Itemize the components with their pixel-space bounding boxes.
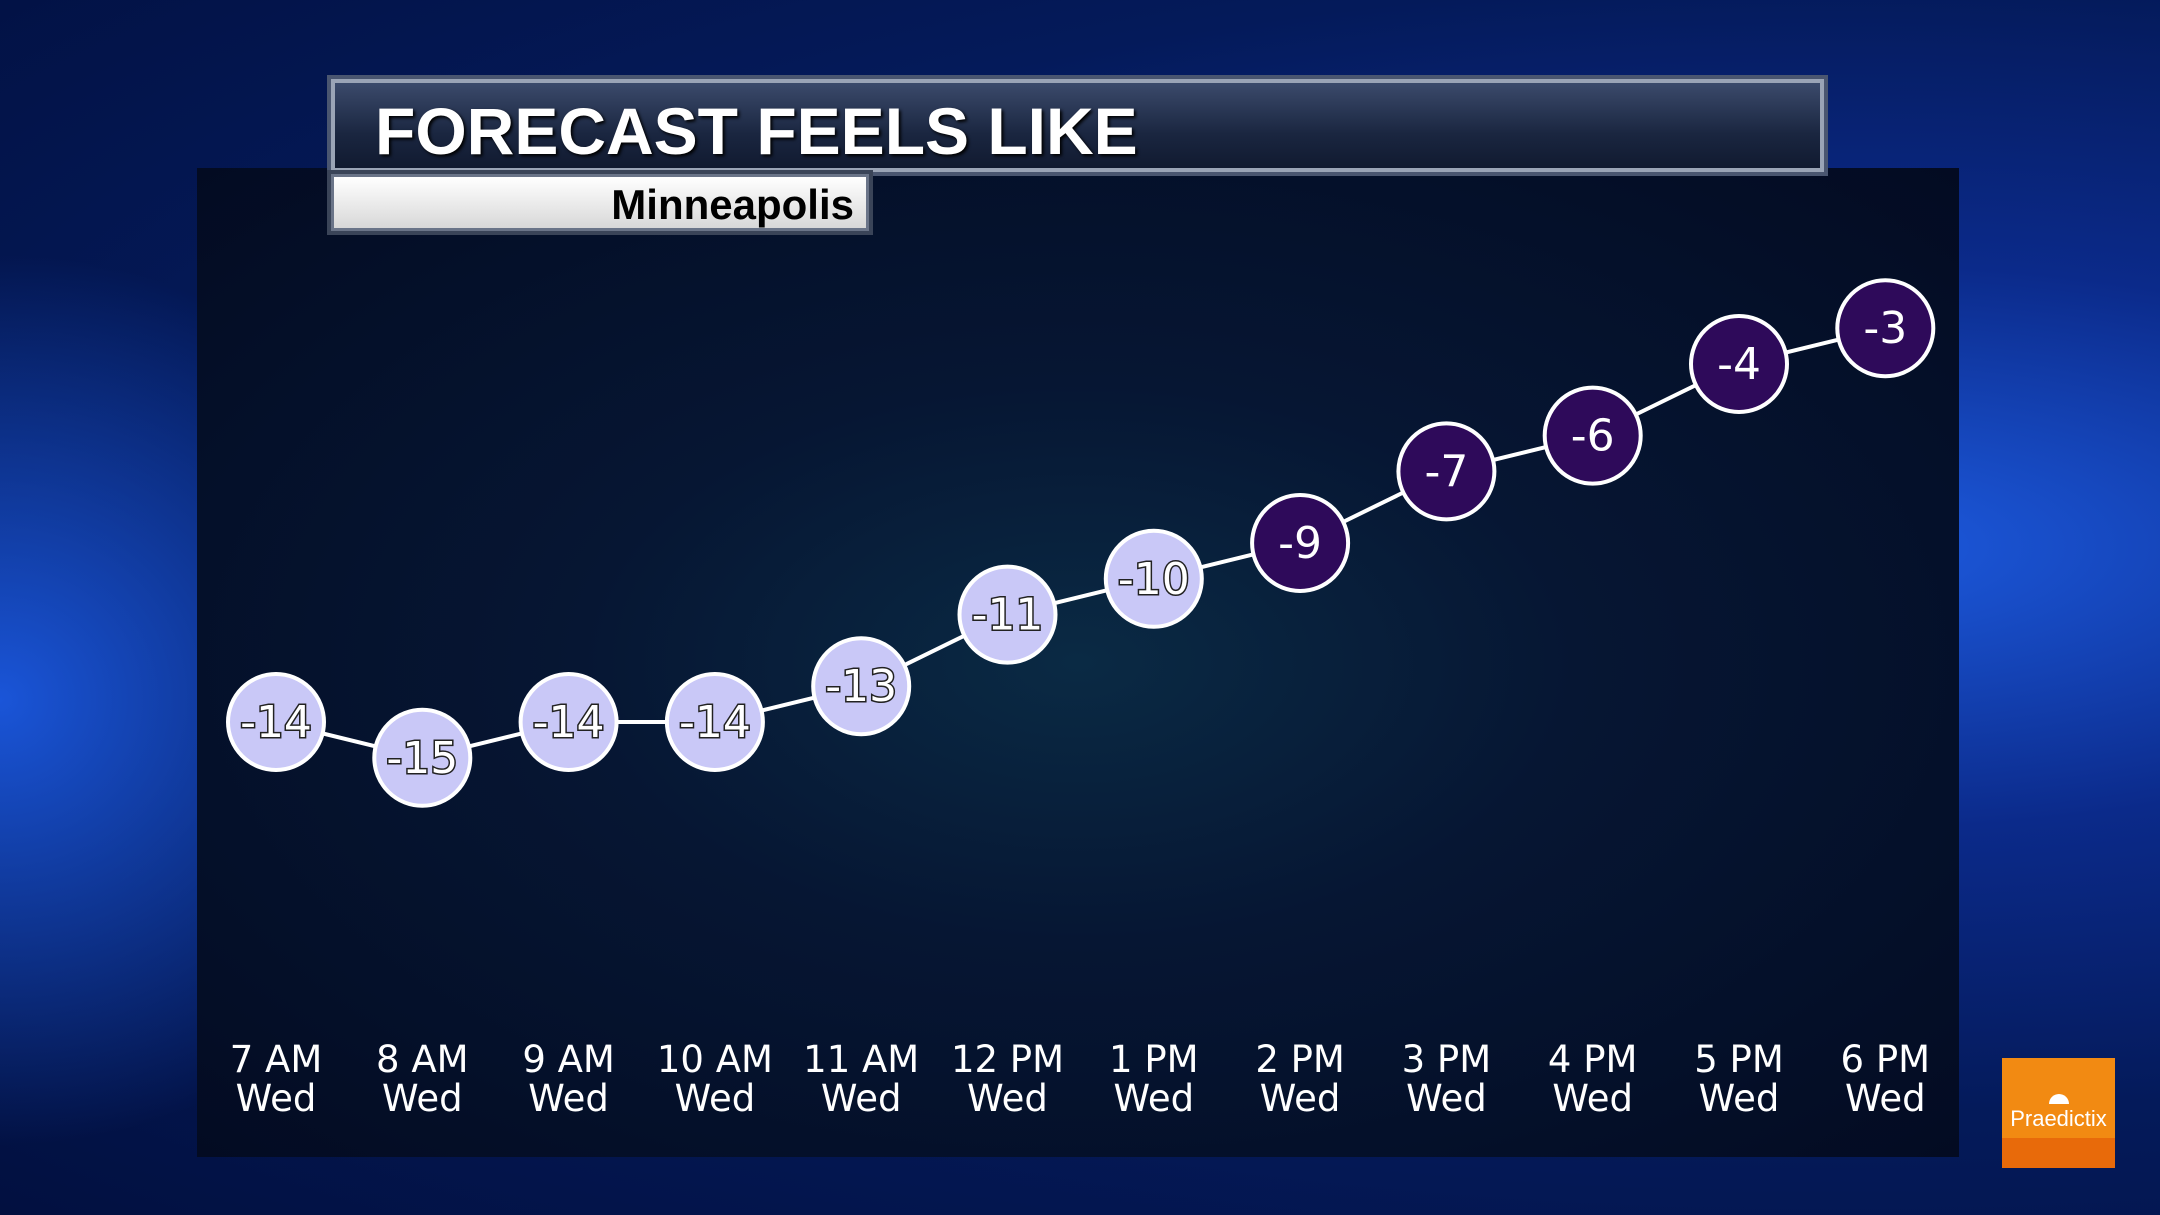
- x-tick-label: 12 PM: [951, 1038, 1064, 1081]
- data-point: -14: [518, 672, 619, 772]
- x-tick-label: 4 PM: [1548, 1038, 1638, 1081]
- data-point: -7: [1396, 421, 1497, 522]
- x-tick-label: 7 AM: [230, 1038, 323, 1081]
- data-label: -15: [386, 733, 458, 784]
- x-tick-label: Wed: [1260, 1077, 1341, 1120]
- x-tick-label: 1 PM: [1109, 1038, 1199, 1081]
- x-tick-label: Wed: [821, 1077, 902, 1120]
- point-marker: [1542, 385, 1643, 486]
- data-label: -11: [972, 590, 1044, 641]
- x-tick-label: Wed: [1699, 1077, 1780, 1120]
- data-point: -6: [1542, 385, 1643, 486]
- x-tick-label: 8 AM: [376, 1038, 469, 1081]
- data-label: -6: [1571, 411, 1615, 462]
- x-tick-label: Wed: [1406, 1077, 1487, 1120]
- praedictix-logo: Praedictix: [2002, 1058, 2115, 1168]
- data-label: -4: [1717, 339, 1761, 390]
- point-marker: [518, 672, 619, 772]
- data-label: -9: [1278, 518, 1322, 569]
- location-label: Minneapolis: [611, 181, 854, 228]
- data-point: -13: [811, 636, 912, 737]
- point-marker: [1396, 421, 1497, 522]
- data-label: -14: [533, 697, 605, 748]
- data-point: -15: [372, 707, 473, 808]
- x-tick-label: Wed: [1845, 1077, 1926, 1120]
- chart-panel: [197, 168, 1959, 1157]
- x-tick-label: Wed: [1113, 1077, 1194, 1120]
- x-tick-label: 10 AM: [657, 1038, 773, 1081]
- x-tick-label: Wed: [1552, 1077, 1633, 1120]
- point-marker: [1689, 314, 1789, 414]
- point-marker: [664, 672, 765, 772]
- data-point: -10: [1103, 528, 1204, 629]
- data-point: -9: [1250, 493, 1351, 593]
- data-label: -13: [825, 661, 897, 712]
- data-point: -11: [957, 564, 1058, 665]
- x-tick-label: 9 AM: [522, 1038, 615, 1081]
- x-tick-label: 11 AM: [803, 1038, 919, 1081]
- title-bar: FORECAST FEELS LIKE: [331, 79, 1824, 172]
- point-marker: [226, 672, 326, 772]
- data-label: -14: [240, 697, 312, 748]
- point-marker: [957, 564, 1058, 665]
- data-point: -3: [1835, 278, 1936, 379]
- umbrella-icon: [2049, 1094, 2069, 1104]
- subtitle-bar: Minneapolis: [331, 174, 869, 231]
- data-label: -10: [1118, 554, 1190, 605]
- x-tick-label: Wed: [675, 1077, 756, 1120]
- data-label: -7: [1424, 446, 1468, 497]
- x-tick-label: Wed: [236, 1077, 317, 1120]
- data-point: -4: [1689, 314, 1789, 414]
- data-point: -14: [664, 672, 765, 772]
- data-point: -14: [226, 672, 326, 772]
- x-tick-label: 3 PM: [1402, 1038, 1492, 1081]
- point-marker: [1103, 528, 1204, 629]
- data-label: -14: [679, 697, 751, 748]
- point-marker: [1250, 493, 1351, 593]
- x-tick-label: Wed: [528, 1077, 609, 1120]
- point-marker: [811, 636, 912, 737]
- x-tick-label: Wed: [967, 1077, 1048, 1120]
- point-marker: [1835, 278, 1936, 379]
- x-tick-label: 2 PM: [1255, 1038, 1345, 1081]
- chart-title: FORECAST FEELS LIKE: [375, 94, 1138, 168]
- data-label: -3: [1863, 303, 1907, 354]
- series-line: [275, 326, 1886, 760]
- x-tick-label: Wed: [382, 1077, 463, 1120]
- x-tick-label: 5 PM: [1694, 1038, 1784, 1081]
- x-tick-label: 6 PM: [1841, 1038, 1931, 1081]
- point-marker: [372, 707, 473, 808]
